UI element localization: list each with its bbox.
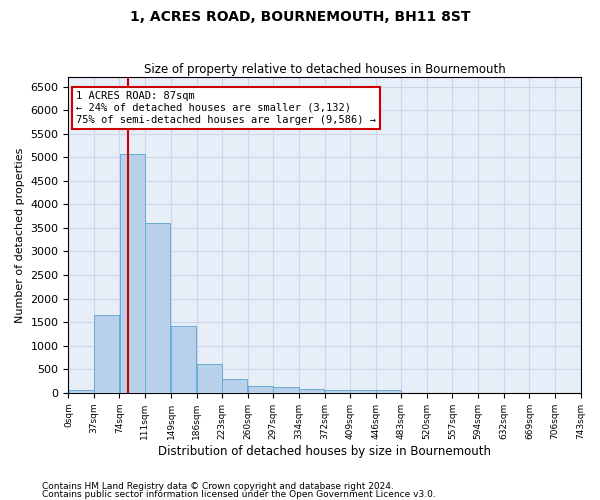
Text: 1, ACRES ROAD, BOURNEMOUTH, BH11 8ST: 1, ACRES ROAD, BOURNEMOUTH, BH11 8ST [130, 10, 470, 24]
Bar [119, 154, 145, 393]
Bar [94, 315, 119, 393]
Bar [171, 326, 196, 393]
Bar [325, 390, 350, 393]
Bar [273, 387, 299, 393]
Title: Size of property relative to detached houses in Bournemouth: Size of property relative to detached ho… [143, 63, 505, 76]
Bar [145, 223, 170, 393]
Y-axis label: Number of detached properties: Number of detached properties [15, 148, 25, 322]
Bar [350, 390, 376, 393]
Text: Contains public sector information licensed under the Open Government Licence v3: Contains public sector information licen… [42, 490, 436, 499]
Bar [248, 386, 273, 393]
X-axis label: Distribution of detached houses by size in Bournemouth: Distribution of detached houses by size … [158, 444, 491, 458]
Bar [68, 390, 94, 393]
Text: Contains HM Land Registry data © Crown copyright and database right 2024.: Contains HM Land Registry data © Crown c… [42, 482, 394, 491]
Bar [376, 390, 401, 393]
Text: 1 ACRES ROAD: 87sqm
← 24% of detached houses are smaller (3,132)
75% of semi-det: 1 ACRES ROAD: 87sqm ← 24% of detached ho… [76, 92, 376, 124]
Bar [222, 378, 247, 393]
Bar [197, 364, 222, 393]
Bar [299, 389, 324, 393]
